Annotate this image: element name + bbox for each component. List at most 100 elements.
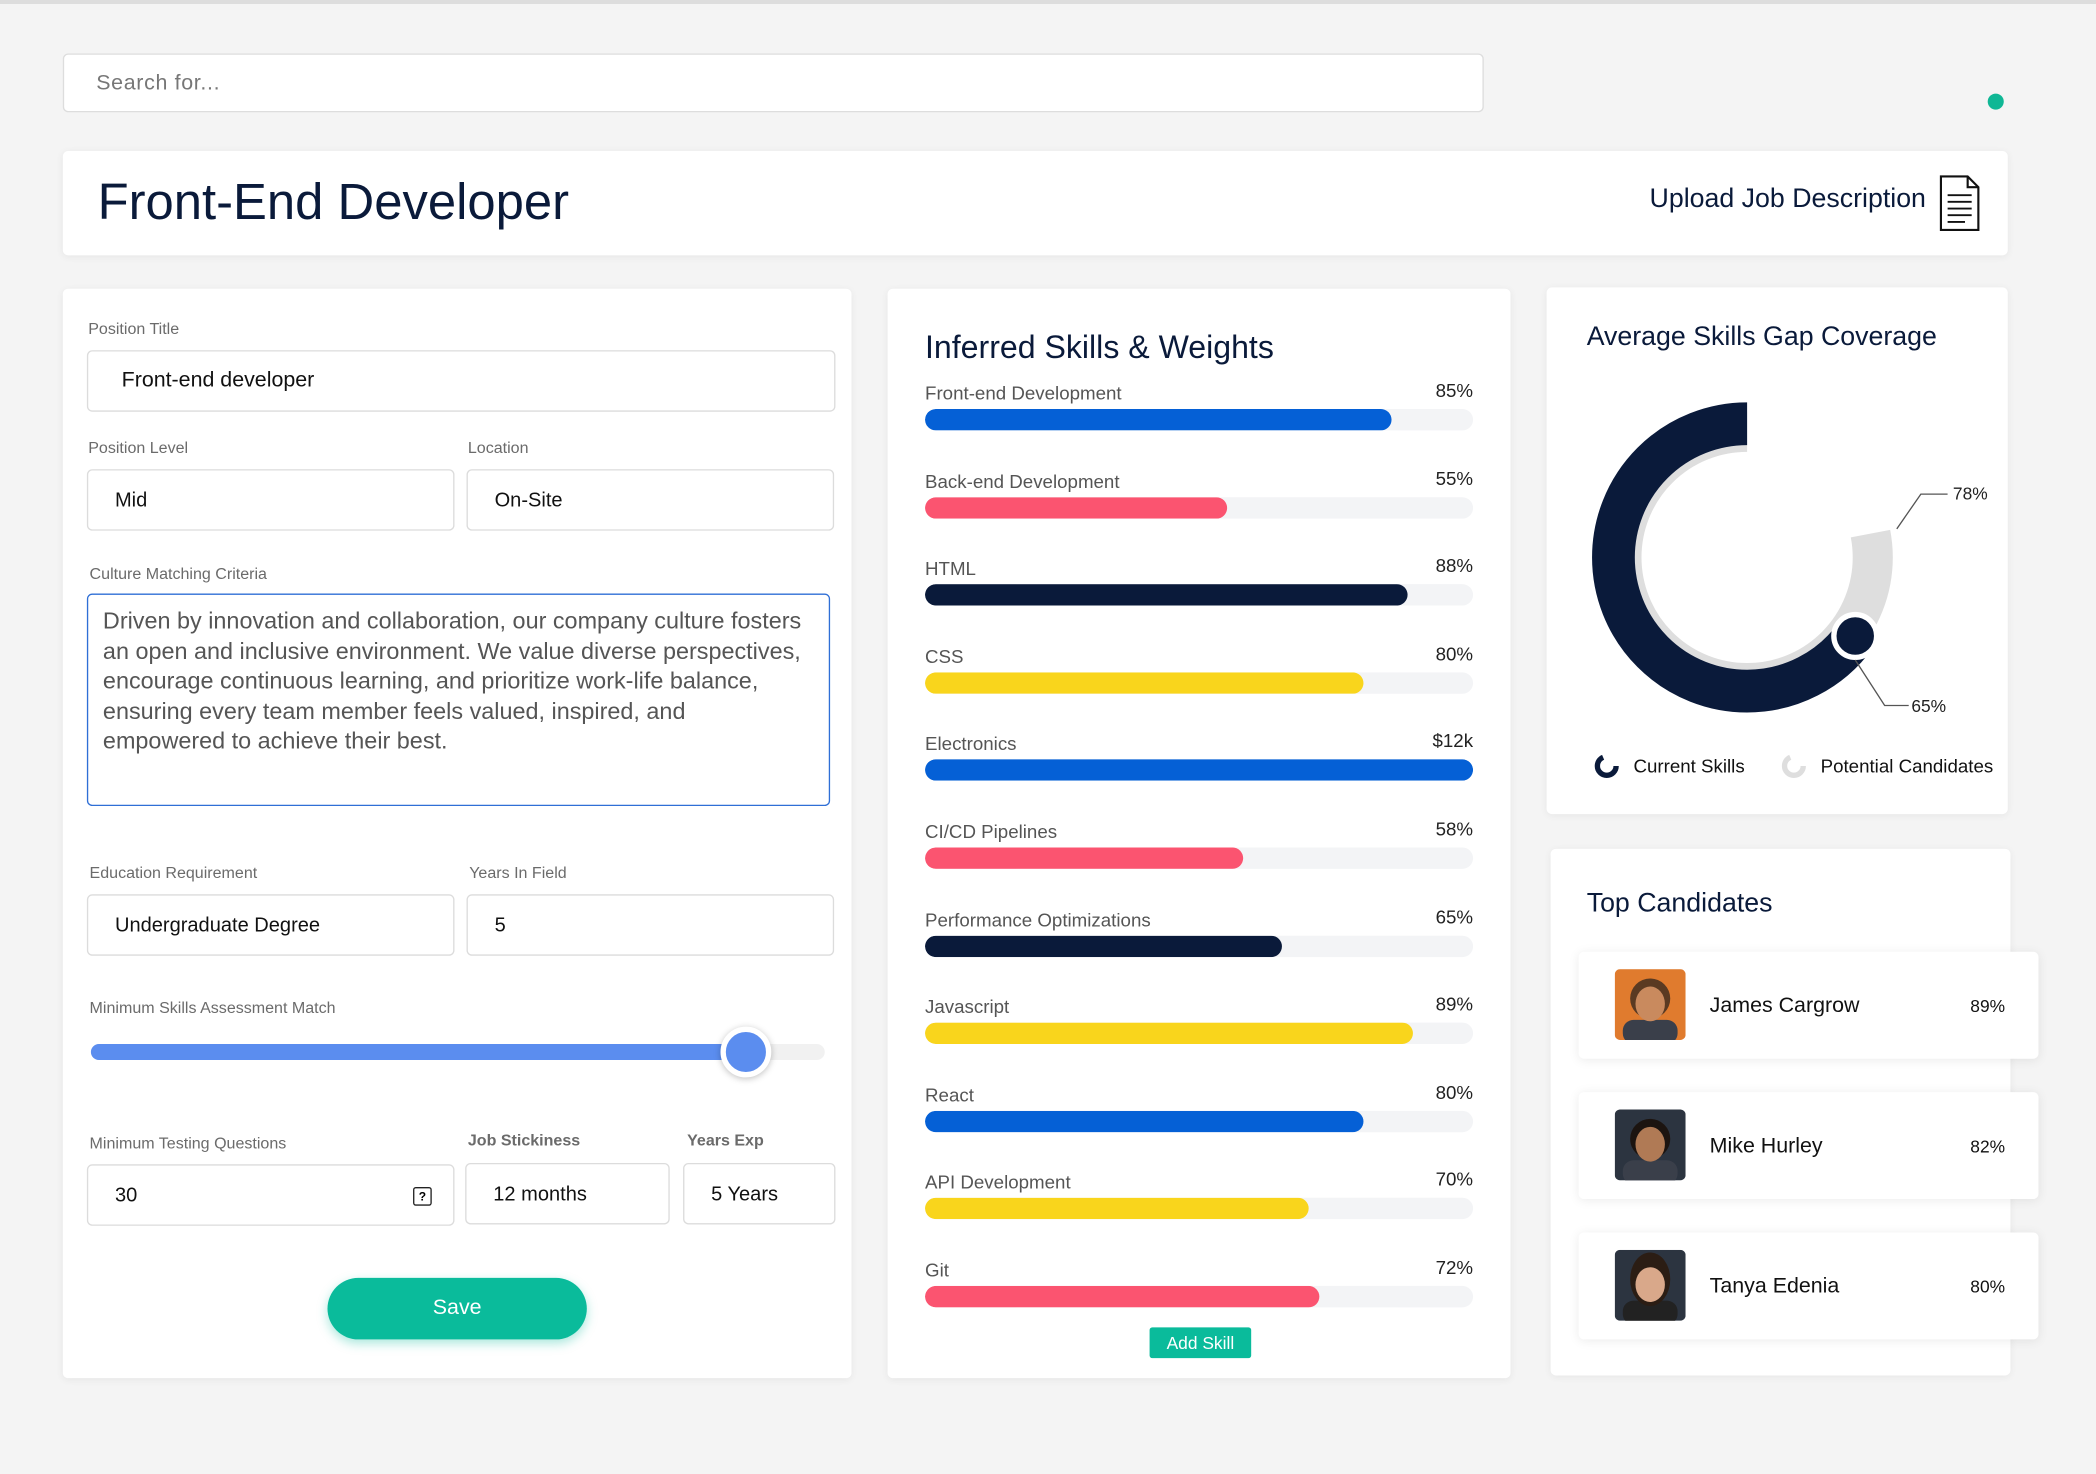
text-input[interactable]: 30	[86, 1164, 455, 1226]
chart-card: Average Skills Gap Coverage 78% 65% Curren…	[1546, 287, 2008, 815]
slider-thumb[interactable]	[720, 1026, 772, 1078]
donut-chart: 78% 65% Current Skills Potential Candidates	[1592, 402, 1994, 778]
candidates-title: Top Candidates	[1586, 888, 1773, 919]
skill-bar	[925, 672, 1364, 694]
skill-track	[925, 584, 1474, 606]
skill-name: CI/CD Pipelines	[925, 820, 1058, 843]
field-label: Education Requirement	[89, 863, 258, 883]
text-input[interactable]: 12 months	[465, 1162, 670, 1225]
legend-label: Potential Candidates	[1821, 756, 1994, 777]
donut-knob	[1831, 611, 1880, 661]
skill-value: 89%	[1435, 993, 1474, 1015]
avatar-body	[1622, 1019, 1678, 1040]
skill-track	[925, 496, 1474, 519]
leader-line	[1896, 493, 1948, 530]
skill-name: React	[925, 1083, 974, 1106]
candidate-score: 89%	[1970, 995, 2006, 1016]
skill-name: HTML	[925, 557, 976, 580]
field-label: Position Title	[88, 319, 180, 339]
skill-bar	[925, 1110, 1364, 1132]
avatar-body	[1622, 1300, 1678, 1321]
skill-bar	[925, 496, 1227, 519]
text-input[interactable]: 5	[466, 894, 835, 956]
skill-track	[925, 1285, 1474, 1308]
skill-track	[925, 409, 1474, 431]
search-box[interactable]: Search for...	[62, 53, 1484, 113]
skill-name: Javascript	[925, 996, 1010, 1018]
skill-value: 88%	[1435, 554, 1474, 577]
text-input[interactable]: Mid	[86, 469, 455, 531]
skill-track	[925, 1198, 1474, 1220]
skill-value: 55%	[1435, 467, 1474, 489]
skill-track	[925, 847, 1474, 869]
skill-value: 80%	[1435, 642, 1474, 665]
save-button[interactable]: Save	[327, 1277, 587, 1340]
skill-bar	[925, 759, 1474, 782]
field-label: Job Stickiness	[467, 1130, 581, 1150]
status-dot	[1987, 93, 2004, 110]
field-label: Years Exp	[687, 1130, 764, 1150]
help-icon[interactable]: ?	[413, 1187, 432, 1206]
candidate-name: Tanya Edenia	[1709, 1275, 1840, 1298]
skill-name: Git	[925, 1259, 949, 1281]
skills-title: Inferred Skills & Weights	[925, 330, 1274, 367]
text-input[interactable]: On-Site	[466, 469, 835, 531]
avatar-body	[1622, 1160, 1678, 1181]
skill-name: Front-end Development	[925, 382, 1122, 404]
candidate-name: Mike Hurley	[1709, 1134, 1823, 1158]
leader-line	[1854, 659, 1909, 707]
header-card: Front-End Developer Upload Job Descripti…	[62, 151, 2008, 256]
skill-track	[925, 935, 1474, 957]
field-label: Culture Matching Criteria	[89, 564, 267, 583]
add-skill-button[interactable]: Add Skill	[1149, 1327, 1252, 1359]
skill-bar	[925, 409, 1391, 431]
chart-title: Average Skills Gap Coverage	[1586, 322, 1937, 352]
field-label: Location	[467, 438, 529, 458]
skill-name: CSS	[925, 645, 964, 667]
avatar	[1614, 1109, 1686, 1181]
candidate-score: 82%	[1970, 1136, 2006, 1157]
skill-bar	[925, 1198, 1309, 1220]
skill-track	[925, 1110, 1474, 1132]
skill-value: 70%	[1435, 1168, 1474, 1191]
skill-bar	[925, 1285, 1320, 1308]
skill-bar	[925, 1022, 1413, 1045]
field-label: Position Level	[88, 438, 189, 458]
skill-bar	[925, 584, 1408, 606]
skill-bar	[925, 935, 1282, 957]
search-placeholder: Search for...	[96, 72, 221, 95]
skill-track	[925, 759, 1474, 782]
field-label: Minimum Testing Questions	[89, 1133, 287, 1153]
document-icon[interactable]	[1938, 174, 1981, 233]
text-input[interactable]: Front-end developer	[86, 350, 836, 412]
skill-name: Electronics	[925, 733, 1017, 755]
upload-link[interactable]: Upload Job Description	[1649, 184, 1926, 214]
textarea[interactable]: Driven by innovation and collaboration, …	[86, 593, 831, 807]
candidate-score: 80%	[1970, 1276, 2006, 1297]
legend-icon	[1594, 753, 1619, 778]
avatar-face	[1635, 1126, 1665, 1162]
legend-label: Current Skills	[1633, 756, 1744, 777]
avatar-face	[1635, 1267, 1665, 1302]
slider-fill	[90, 1043, 745, 1061]
skill-value: 85%	[1435, 379, 1474, 402]
field-label: Years In Field	[469, 863, 567, 883]
skill-name: API Development	[925, 1171, 1071, 1193]
skill-value: 58%	[1435, 818, 1474, 840]
skill-value: $12k	[1432, 730, 1474, 752]
skill-track	[925, 672, 1474, 694]
text-input[interactable]: Undergraduate Degree	[86, 894, 455, 956]
skill-value: 65%	[1435, 905, 1474, 928]
skills-card: Inferred Skills & Weights Add Skill Fron…	[887, 288, 1511, 1379]
candidate-card[interactable]: James Cargrow 89%	[1578, 951, 2039, 1059]
donut-value-label: 78%	[1953, 483, 1988, 503]
donut-arc	[1592, 402, 1903, 713]
candidate-card[interactable]: Mike Hurley 82%	[1578, 1092, 2039, 1200]
avatar	[1614, 969, 1686, 1040]
donut-value-label: 65%	[1911, 696, 1946, 716]
avatar-face	[1635, 986, 1665, 1022]
text-input[interactable]: 5 Years	[683, 1162, 836, 1225]
candidate-card[interactable]: Tanya Edenia 80%	[1578, 1232, 2039, 1340]
